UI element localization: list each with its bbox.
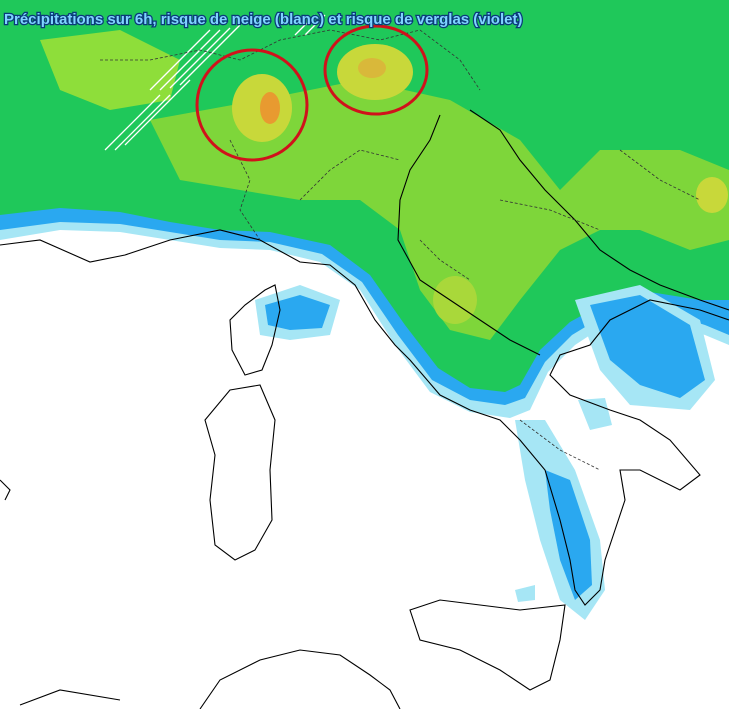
coastline [0,229,729,606]
precip-orange [358,58,386,78]
coastline-balkan [469,109,729,311]
precip-light-green [150,80,729,340]
precip-yellow [696,177,728,213]
sicily [409,599,566,691]
highlight-circle [323,24,429,116]
snow-hatching [104,14,326,151]
iberia-islands [0,479,121,706]
precip-blue-cell [590,295,705,398]
precip-blue-cell [578,398,612,430]
precip-light-green [40,30,180,110]
corsica [229,284,281,376]
precip-blue-cell [265,295,330,330]
precip-blue-cell [515,585,535,602]
coastline-adriatic [397,114,541,356]
precip-yellow [433,276,477,324]
map-title: Précipitations sur 6h, risque de neige (… [4,11,522,28]
precip-blue-cell [545,470,592,600]
highlight-circle [195,48,309,162]
border [100,29,701,471]
sardinia [204,384,276,561]
africa-coast [199,649,401,709]
precip-orange [260,92,280,124]
